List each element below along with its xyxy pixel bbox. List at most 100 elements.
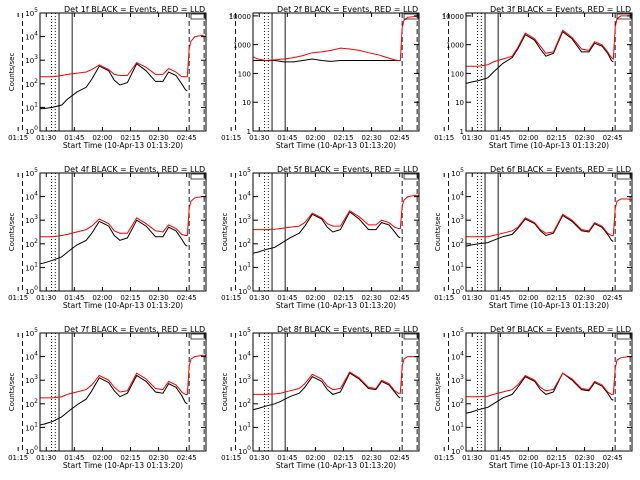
x-tick-label: 02:30	[148, 134, 168, 142]
x-tick-label: 02:15	[546, 134, 566, 142]
x-axis-label: Start Time (10-Apr-13 01:13:20)	[63, 301, 183, 310]
x-tick-label: 02:45	[390, 294, 410, 302]
y-tick-label: 1	[247, 128, 251, 136]
y-tick-label: 10	[242, 99, 251, 107]
series-lld-line	[40, 354, 206, 399]
y-tick-label: 105	[25, 327, 38, 338]
x-tick-label: 02:45	[390, 454, 410, 462]
plot-area	[466, 356, 632, 414]
y-tick-label: 102	[238, 238, 251, 249]
axes-frame	[465, 172, 633, 292]
axes-frame	[252, 172, 420, 292]
panel-det-1: 01:15 01:30 01:45 02:00 02:15 02:30 02:45 100 10…	[8, 5, 207, 150]
y-tick-label: 100	[25, 445, 38, 456]
x-tick-label: 01:15	[221, 454, 241, 462]
y-tick-label: 102	[25, 78, 38, 89]
x-tick-label: 01:45	[277, 134, 297, 142]
panel-title: Det 6f BLACK = Events, RED = LLD	[490, 165, 631, 174]
x-tick-label: 02:15	[333, 294, 353, 302]
series-events-line	[40, 374, 188, 426]
series-lld-line	[253, 356, 419, 395]
y-tick-label: 100	[451, 285, 464, 296]
y-tick-label: 100	[451, 70, 464, 78]
y-tick-label: 100	[238, 285, 251, 296]
y-axis-label: Counts/sec	[221, 373, 229, 412]
series-events-line	[466, 214, 614, 247]
x-tick-label: 01:15	[221, 294, 241, 302]
panel-det-4: 01:15 01:30 01:45 02:00 02:15 02:30 02:45 100 10…	[8, 165, 207, 310]
y-tick-label: 10000	[442, 13, 464, 21]
panel-title: Det 2f BLACK = Events, RED = LLD	[277, 5, 418, 14]
panel-title: Det 3f BLACK = Events, RED = LLD	[490, 5, 631, 14]
y-tick-label: 1000	[233, 42, 251, 50]
x-tick-label: 01:15	[434, 454, 454, 462]
legend-box-icon	[616, 13, 632, 20]
y-tick-label: 104	[25, 191, 38, 202]
axes-frame	[39, 332, 207, 452]
x-tick-label: 02:45	[603, 294, 623, 302]
x-tick-label: 01:30	[462, 454, 482, 462]
plot-area	[253, 15, 419, 63]
y-tick-label: 10000	[229, 13, 251, 21]
y-tick-label: 101	[25, 101, 38, 112]
legend-box-icon	[190, 13, 206, 20]
y-tick-label: 103	[451, 374, 464, 385]
x-tick-label: 02:30	[361, 454, 381, 462]
y-tick-label: 105	[451, 327, 464, 338]
y-tick-label: 105	[25, 167, 38, 178]
panel-det-6: 01:15 01:30 01:45 02:00 02:15 02:30 02:45 100 10…	[434, 165, 633, 310]
panel-title: Det 9f BLACK = Events, RED = LLD	[490, 325, 631, 334]
y-tick-label: 103	[451, 214, 464, 225]
y-tick-label: 102	[25, 238, 38, 249]
y-tick-label: 101	[238, 261, 251, 272]
x-tick-label: 01:15	[8, 134, 28, 142]
y-tick-label: 105	[451, 167, 464, 178]
x-axis-label: Start Time (10-Apr-13 01:13:20)	[276, 461, 396, 470]
x-tick-label: 01:30	[249, 134, 269, 142]
y-tick-label: 100	[238, 445, 251, 456]
y-axis-label: Counts/sec	[8, 53, 16, 92]
panel-title: Det 7f BLACK = Events, RED = LLD	[64, 325, 205, 334]
x-tick-label: 01:15	[434, 134, 454, 142]
panel-det-5: 01:15 01:30 01:45 02:00 02:15 02:30 02:45 100 10…	[221, 165, 420, 310]
x-tick-label: 02:15	[333, 134, 353, 142]
x-tick-label: 02:15	[120, 454, 140, 462]
y-axis-label: Counts/sec	[8, 213, 16, 252]
x-tick-label: 01:45	[277, 454, 297, 462]
x-tick-label: 02:00	[518, 294, 538, 302]
x-tick-label: 02:45	[177, 294, 197, 302]
plot-area	[253, 194, 419, 254]
plot-area	[40, 354, 206, 426]
legend-box-icon	[403, 173, 419, 180]
axes-frame	[39, 12, 207, 132]
axes-frame	[252, 332, 420, 452]
legend-box-icon	[403, 13, 419, 20]
y-axis-label: Counts/sec	[434, 213, 442, 252]
y-tick-label: 100	[451, 445, 464, 456]
x-tick-label: 02:30	[361, 294, 381, 302]
y-axis-label: Counts/sec	[434, 373, 442, 412]
legend-box-icon	[190, 333, 206, 340]
x-tick-label: 01:45	[64, 294, 84, 302]
x-tick-label: 01:30	[36, 294, 56, 302]
legend-box-icon	[403, 333, 419, 340]
series-lld-line	[40, 196, 206, 238]
panel-title: Det 5f BLACK = Events, RED = LLD	[277, 165, 418, 174]
x-tick-label: 01:15	[8, 454, 28, 462]
y-tick-label: 100	[25, 125, 38, 136]
x-tick-label: 02:45	[177, 134, 197, 142]
series-lld-line	[40, 34, 206, 78]
plot-area	[40, 34, 206, 110]
series-lld-line	[466, 356, 632, 398]
plot-area	[40, 196, 206, 265]
y-tick-label: 104	[451, 351, 464, 362]
y-tick-label: 105	[238, 167, 251, 178]
x-tick-label: 02:00	[92, 454, 112, 462]
x-tick-label: 01:45	[490, 134, 510, 142]
axes-frame	[39, 172, 207, 292]
panel-title: Det 8f BLACK = Events, RED = LLD	[277, 325, 418, 334]
x-axis-label: Start Time (10-Apr-13 01:13:20)	[489, 461, 609, 470]
x-tick-label: 02:15	[120, 294, 140, 302]
x-tick-label: 02:15	[120, 134, 140, 142]
